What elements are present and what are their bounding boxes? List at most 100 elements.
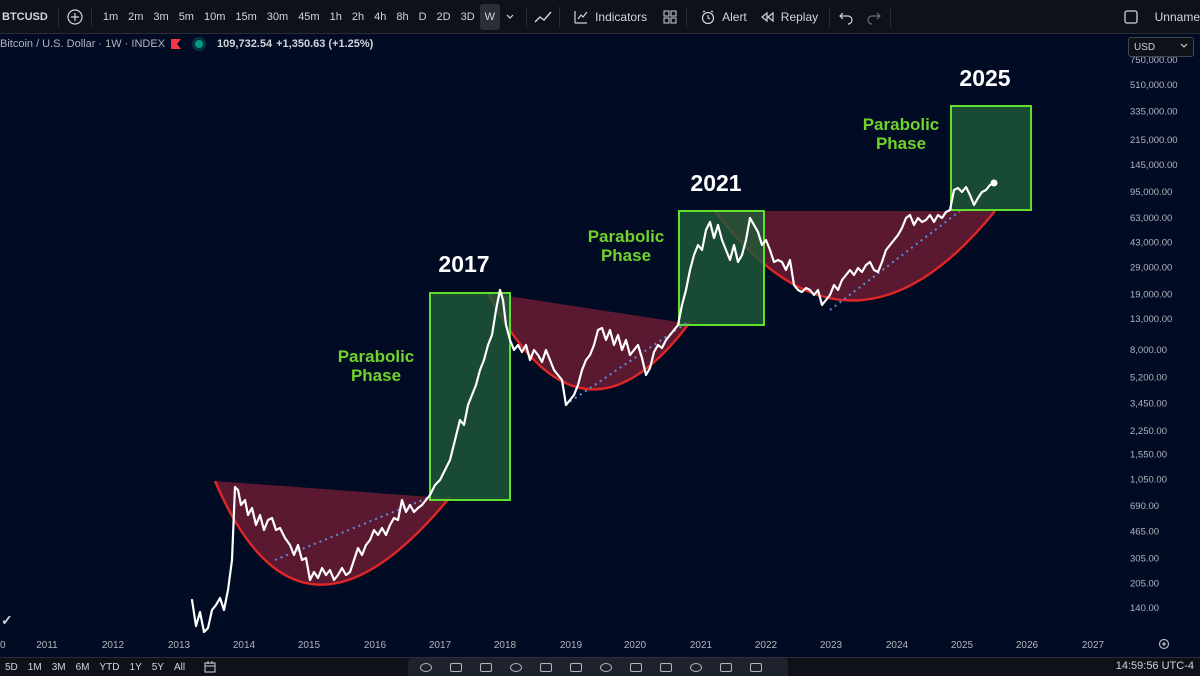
drawing-tool-icon[interactable] bbox=[420, 663, 432, 672]
price-tick-label: 5,200.00 bbox=[1130, 372, 1167, 383]
layout-name[interactable]: Unname bbox=[1154, 9, 1200, 24]
price-tick-label: 750,000.00 bbox=[1130, 55, 1178, 66]
drawing-tool-icon[interactable] bbox=[510, 663, 522, 672]
drawing-tool-icon[interactable] bbox=[720, 663, 732, 672]
time-tick-label: 10 bbox=[0, 640, 6, 651]
interval-2m[interactable]: 2m bbox=[128, 10, 144, 23]
currency-value: USD bbox=[1134, 41, 1156, 53]
templates-icon[interactable] bbox=[660, 7, 680, 27]
range-all[interactable]: All bbox=[173, 661, 186, 673]
alert-label: Alert bbox=[722, 9, 747, 24]
settings-icon[interactable] bbox=[1157, 637, 1171, 656]
indicators-label: Indicators bbox=[595, 9, 648, 24]
cup-curve bbox=[213, 480, 451, 586]
range-ytd[interactable]: YTD bbox=[99, 661, 120, 673]
interval-15m[interactable]: 15m bbox=[235, 10, 257, 23]
replay-button[interactable]: Replay bbox=[752, 4, 823, 30]
drawing-tool-icon[interactable] bbox=[600, 663, 612, 672]
fullscreen-checkbox-icon[interactable] bbox=[1121, 7, 1141, 27]
drawing-tool-icon[interactable] bbox=[570, 663, 582, 672]
divider bbox=[559, 6, 561, 27]
flag-icon bbox=[171, 39, 182, 49]
time-tick-label: 2025 bbox=[951, 640, 974, 651]
phase-line1: Parabolic bbox=[337, 347, 415, 366]
indicators-icon bbox=[571, 7, 591, 27]
price-tick-label: 510,000.00 bbox=[1130, 80, 1178, 91]
drawing-tool-icon[interactable] bbox=[660, 663, 672, 672]
price-chart[interactable]: 750,000.00 510,000.00 335,000.00 215,000.00… bbox=[0, 33, 1200, 655]
drawing-tool-icon[interactable] bbox=[630, 663, 642, 672]
tv-logo-icon: ✓ bbox=[1, 612, 13, 628]
range-3m[interactable]: 3M bbox=[51, 661, 66, 673]
interval-8h[interactable]: 8h bbox=[396, 10, 409, 23]
interval-3m[interactable]: 3m bbox=[153, 10, 169, 23]
range-1m[interactable]: 1M bbox=[27, 661, 42, 673]
calendar-icon[interactable] bbox=[204, 661, 216, 673]
time-tick-label: 2024 bbox=[886, 640, 909, 651]
symbol-search[interactable]: BTCUSD bbox=[2, 10, 48, 23]
range-1y[interactable]: 1Y bbox=[129, 661, 142, 673]
phase-line2: Phase bbox=[600, 246, 652, 265]
time-tick-label: 2023 bbox=[820, 640, 843, 651]
time-axis: 10 2011 2012 2013 2014 2015 2016 2017 2018 2019 20… bbox=[0, 640, 1105, 651]
redo-icon[interactable] bbox=[864, 7, 884, 27]
chart-type-icon[interactable] bbox=[533, 7, 553, 27]
phase-line2: Phase bbox=[875, 134, 927, 153]
range-5y[interactable]: 5Y bbox=[151, 661, 164, 673]
interval-30m[interactable]: 30m bbox=[266, 10, 289, 23]
price-tick-label: 1,550.00 bbox=[1130, 450, 1167, 461]
range-6m[interactable]: 6M bbox=[75, 661, 90, 673]
price-tick-label: 63,000.00 bbox=[1130, 213, 1172, 224]
parabolic-box bbox=[429, 292, 511, 501]
time-tick-label: 2013 bbox=[168, 640, 191, 651]
drawing-tool-icon[interactable] bbox=[480, 663, 492, 672]
drawing-tool-icon[interactable] bbox=[690, 663, 702, 672]
undo-icon[interactable] bbox=[836, 7, 856, 27]
interval-w[interactable]: W bbox=[479, 3, 501, 30]
parabolic-box bbox=[678, 210, 765, 326]
interval-3d[interactable]: 3D bbox=[460, 10, 475, 23]
legend-change: +1,350.63 (+1.25%) bbox=[276, 38, 374, 50]
interval-1m[interactable]: 1m bbox=[102, 10, 119, 23]
chevron-down-icon[interactable] bbox=[500, 7, 520, 27]
interval-4h[interactable]: 4h bbox=[374, 10, 387, 23]
price-line bbox=[190, 181, 996, 634]
drawing-tool-icon[interactable] bbox=[540, 663, 552, 672]
indicators-button[interactable]: Indicators bbox=[566, 4, 652, 30]
alert-button[interactable]: Alert bbox=[693, 4, 752, 30]
time-tick-label: 2022 bbox=[755, 640, 778, 651]
add-symbol-icon[interactable] bbox=[65, 7, 85, 27]
drawing-tool-icon[interactable] bbox=[450, 663, 462, 672]
trend-line bbox=[564, 321, 689, 406]
interval-5m[interactable]: 5m bbox=[178, 10, 194, 23]
currency-select[interactable]: USD bbox=[1128, 37, 1194, 57]
market-status-icon bbox=[195, 40, 204, 48]
price-tick-label: 335,000.00 bbox=[1130, 107, 1178, 118]
drawing-tool-icon[interactable] bbox=[750, 663, 762, 672]
time-tick-label: 2019 bbox=[560, 640, 583, 651]
price-tick-label: 8,000.00 bbox=[1130, 345, 1167, 356]
price-tick-label: 13,000.00 bbox=[1130, 314, 1172, 325]
interval-2d[interactable]: 2D bbox=[436, 10, 451, 23]
drawing-toolbar[interactable] bbox=[408, 658, 788, 676]
last-price-marker bbox=[990, 179, 998, 187]
price-tick-label: 29,000.00 bbox=[1130, 263, 1172, 274]
phase-line2: Phase bbox=[350, 366, 402, 385]
interval-45m[interactable]: 45m bbox=[298, 10, 320, 23]
divider bbox=[526, 6, 528, 27]
interval-1h[interactable]: 1h bbox=[329, 10, 342, 23]
phase-label-2017: Parabolic Phase bbox=[326, 347, 426, 385]
label-2025: 2025 bbox=[959, 65, 1011, 91]
cup-fill bbox=[215, 481, 450, 585]
interval-2h[interactable]: 2h bbox=[351, 10, 365, 23]
range-5d[interactable]: 5D bbox=[5, 661, 18, 673]
interval-10m[interactable]: 10m bbox=[203, 10, 226, 23]
cup-patterns bbox=[213, 210, 996, 586]
price-tick-label: 43,000.00 bbox=[1130, 238, 1172, 249]
price-tick-label: 19,000.00 bbox=[1130, 290, 1172, 301]
chevron-down-icon bbox=[1180, 42, 1188, 53]
price-tick-label: 465.00 bbox=[1130, 526, 1159, 537]
label-2021: 2021 bbox=[690, 170, 742, 196]
interval-d[interactable]: D bbox=[418, 10, 427, 23]
alert-icon bbox=[698, 7, 718, 27]
